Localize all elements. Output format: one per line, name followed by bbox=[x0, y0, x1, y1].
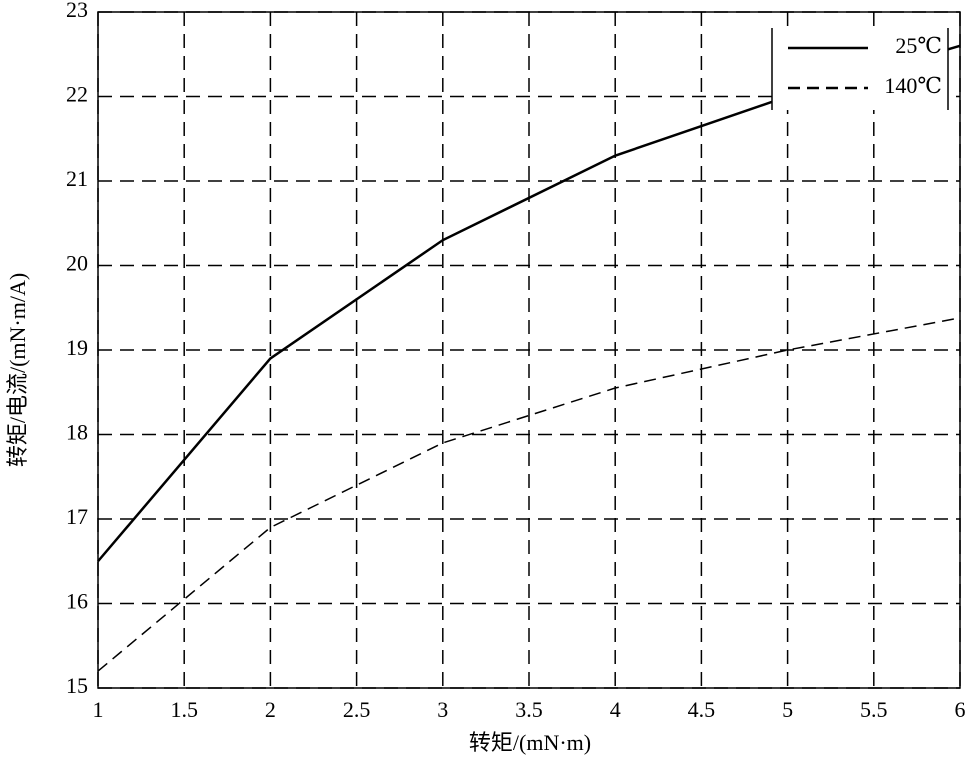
y-axis-label: 转矩/电流/(mN·m/A) bbox=[5, 273, 30, 467]
x-tick-label: 1.5 bbox=[170, 697, 198, 722]
y-tick-label: 21 bbox=[66, 166, 88, 191]
legend-label: 140℃ bbox=[884, 73, 942, 98]
y-tick-label: 23 bbox=[66, 0, 88, 22]
plot-frame bbox=[97, 11, 961, 689]
x-tick-label: 1 bbox=[93, 697, 104, 722]
y-tick-label: 18 bbox=[66, 420, 88, 445]
x-tick-label: 5 bbox=[782, 697, 793, 722]
x-tick-label: 5.5 bbox=[860, 697, 888, 722]
x-tick-label: 2 bbox=[265, 697, 276, 722]
y-tick-label: 22 bbox=[66, 82, 88, 107]
y-tick-label: 20 bbox=[66, 251, 88, 276]
x-tick-label: 4.5 bbox=[688, 697, 716, 722]
x-axis-label: 转矩/(mN·m) bbox=[469, 730, 591, 755]
legend: 25℃ 140℃ bbox=[771, 28, 949, 110]
y-tick-label: 19 bbox=[66, 335, 88, 360]
y-tick-label: 15 bbox=[66, 673, 88, 698]
x-tick-label: 6 bbox=[955, 697, 966, 722]
legend-box bbox=[772, 28, 948, 110]
y-tick-label: 17 bbox=[66, 504, 88, 529]
legend-label: 25℃ bbox=[895, 33, 942, 58]
x-tick-label: 2.5 bbox=[343, 697, 371, 722]
y-tick-label: 16 bbox=[66, 589, 88, 614]
line-series bbox=[97, 317, 961, 672]
x-tick-label: 4 bbox=[610, 697, 621, 722]
x-tick-label: 3 bbox=[437, 697, 448, 722]
x-tick-label: 3.5 bbox=[515, 697, 543, 722]
